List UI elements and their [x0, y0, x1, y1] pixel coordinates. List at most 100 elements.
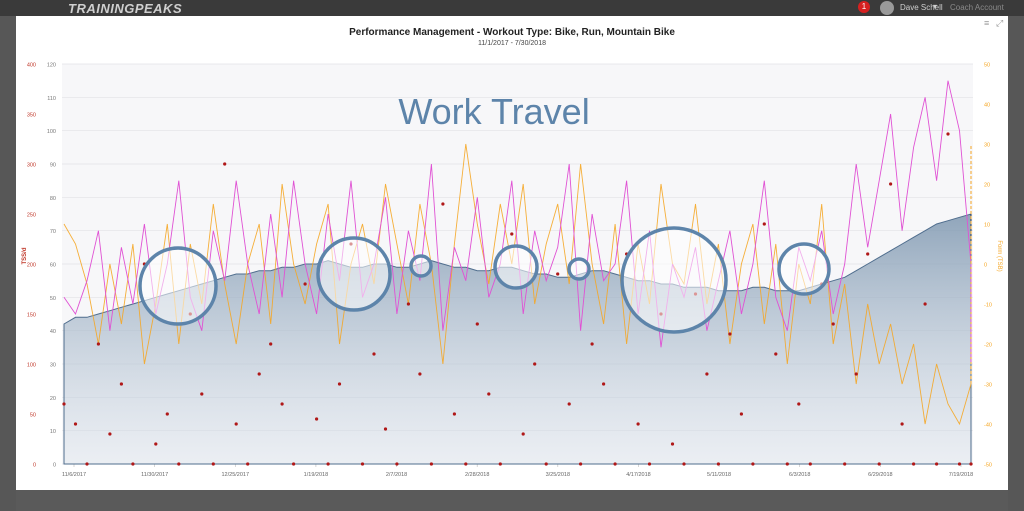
tss-point [372, 352, 376, 356]
pmc-chart: 0501001502002503003504000102030405060708… [22, 63, 1002, 479]
form-tick-label: -40 [984, 423, 992, 429]
if-tick-label: 40 [50, 329, 56, 335]
x-tick-label: 5/11/2018 [707, 472, 731, 478]
x-tick-label: 3/25/2018 [546, 472, 570, 478]
tss-point [946, 132, 950, 136]
tss-tick-label: 250 [27, 213, 36, 219]
avatar[interactable] [880, 1, 894, 15]
tss-tick-label: 0 [33, 463, 36, 469]
x-tick-label: 6/3/2018 [789, 472, 810, 478]
tss-point [969, 462, 973, 466]
tss-point [797, 402, 801, 406]
tss-point [533, 362, 537, 366]
tss-point [429, 462, 433, 466]
background-sidebar [0, 16, 16, 511]
if-tick-label: 20 [50, 396, 56, 402]
x-tick-label: 1/19/2018 [304, 472, 328, 478]
work-travel-circle [409, 254, 433, 278]
tss-point [705, 372, 709, 376]
tss-point [292, 462, 296, 466]
x-tick-label: 12/25/2017 [222, 472, 250, 478]
tss-tick-label: 300 [27, 163, 36, 169]
tss-point [165, 412, 169, 416]
chart-modal: Performance Management - Workout Type: B… [16, 16, 1008, 490]
chevron-down-icon[interactable]: ▾ [933, 2, 938, 11]
tss-point [670, 442, 675, 446]
if-tick-label: 30 [50, 363, 56, 369]
tss-point [774, 352, 778, 356]
background-calendar-strip [16, 490, 1008, 511]
y-axis-label-tss: TSS/d [22, 247, 28, 264]
tss-point [808, 462, 812, 466]
tss-point [383, 427, 388, 431]
tss-point [223, 162, 227, 166]
x-tick-label: 7/19/2018 [949, 472, 973, 478]
trainingpeaks-logo[interactable]: TRAININGPEAKS [68, 1, 183, 16]
tss-point [280, 402, 284, 406]
x-tick-label: 4/17/2018 [626, 472, 650, 478]
tss-point [567, 402, 571, 406]
tss-point [831, 322, 835, 326]
tss-point [62, 402, 66, 406]
tss-point [751, 462, 755, 466]
tss-point [602, 382, 606, 386]
tss-point [682, 462, 686, 466]
form-tick-label: -10 [984, 303, 992, 309]
work-travel-circle [620, 226, 728, 334]
x-tick-label: 2/7/2018 [386, 472, 407, 478]
tss-point [590, 342, 594, 346]
tss-point [96, 342, 100, 346]
tss-point [785, 462, 789, 466]
user-name[interactable]: Dave Schell [900, 3, 943, 12]
x-tick-label: 2/28/2018 [465, 472, 489, 478]
chart-title: Performance Management - Workout Type: B… [349, 27, 675, 38]
tss-point [200, 392, 204, 396]
work-travel-circle [567, 257, 591, 281]
form-tick-label: 40 [984, 103, 990, 109]
form-tick-label: 20 [984, 183, 990, 189]
if-tick-label: 90 [50, 163, 56, 169]
tss-point [246, 462, 250, 466]
tss-point [315, 417, 319, 421]
series-form-line [63, 143, 972, 426]
if-tick-label: 0 [53, 463, 56, 469]
tss-point [234, 422, 238, 426]
tss-point [923, 302, 927, 306]
y-axis-label-form: Form (TSB) [996, 240, 1002, 271]
if-tick-label: 70 [50, 229, 56, 235]
tss-point [866, 252, 870, 256]
tss-point [498, 462, 502, 466]
work-travel-annotation: Work Travel [398, 91, 589, 132]
tss-point [912, 462, 916, 466]
tss-point [716, 462, 721, 466]
expand-icon[interactable]: ⤢ [996, 18, 1004, 28]
tss-point [957, 462, 962, 466]
x-tick-label: 11/30/2017 [141, 472, 168, 478]
tss-tick-label: 350 [27, 113, 36, 119]
tss-point [475, 322, 479, 326]
if-tick-label: 120 [47, 63, 56, 69]
tss-point [487, 392, 491, 396]
chart-menu-icon[interactable]: ≡ [984, 18, 990, 28]
tss-point [211, 462, 215, 466]
work-travel-circle [316, 236, 392, 312]
notification-badge[interactable]: 1 [858, 1, 870, 13]
tss-point [889, 182, 893, 186]
tss-point [464, 462, 468, 466]
form-tick-label: 30 [984, 143, 990, 149]
tss-point [119, 382, 123, 386]
if-tick-label: 10 [50, 429, 56, 435]
coach-account-link[interactable]: Coach Account [950, 3, 1004, 12]
tss-point [739, 412, 744, 416]
tss-point [521, 432, 525, 436]
tss-point [900, 422, 904, 426]
tss-point [177, 462, 181, 466]
tss-point [636, 422, 640, 426]
form-tick-label: 0 [984, 263, 987, 269]
tss-point [326, 462, 330, 466]
tss-point [360, 462, 365, 466]
tss-tick-label: 400 [27, 63, 36, 69]
app-header: TRAININGPEAKS 1 Dave Schell ▾ Coach Acco… [0, 0, 1024, 16]
tss-point [441, 202, 445, 206]
form-tick-label: -20 [984, 343, 992, 349]
